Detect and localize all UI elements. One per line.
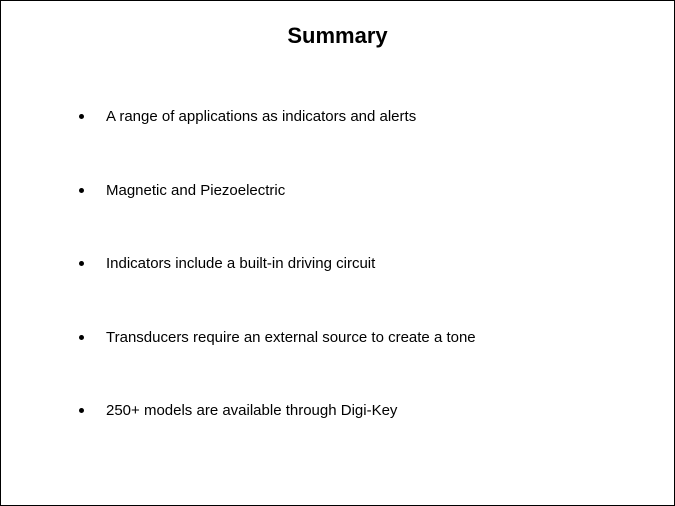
bullet-icon	[79, 114, 84, 119]
bullet-icon	[79, 188, 84, 193]
bullet-text: Indicators include a built-in driving ci…	[106, 254, 674, 274]
list-item: Indicators include a built-in driving ci…	[79, 254, 674, 274]
bullet-icon	[79, 335, 84, 340]
list-item: 250+ models are available through Digi-K…	[79, 401, 674, 421]
list-item: A range of applications as indicators an…	[79, 107, 674, 127]
list-item: Transducers require an external source t…	[79, 328, 674, 348]
bullet-icon	[79, 408, 84, 413]
slide-title: Summary	[1, 1, 674, 59]
bullet-text: A range of applications as indicators an…	[106, 107, 674, 127]
bullet-text: 250+ models are available through Digi-K…	[106, 401, 674, 421]
bullet-icon	[79, 261, 84, 266]
bullet-text: Transducers require an external source t…	[106, 328, 674, 348]
bullet-text: Magnetic and Piezoelectric	[106, 181, 674, 201]
bullet-list: A range of applications as indicators an…	[1, 59, 674, 421]
list-item: Magnetic and Piezoelectric	[79, 181, 674, 201]
